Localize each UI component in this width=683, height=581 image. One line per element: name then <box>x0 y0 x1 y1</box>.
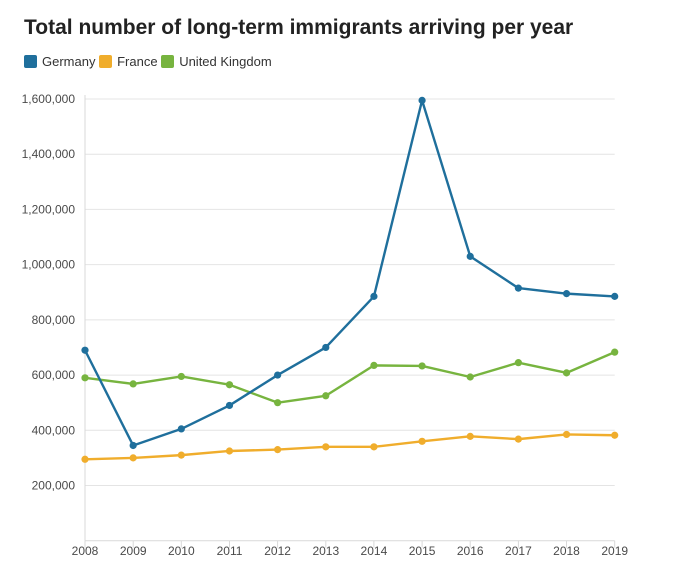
svg-text:400,000: 400,000 <box>32 423 76 437</box>
svg-text:2009: 2009 <box>120 544 147 558</box>
svg-text:200,000: 200,000 <box>32 479 76 493</box>
svg-text:2011: 2011 <box>217 544 243 558</box>
svg-text:2016: 2016 <box>457 544 484 558</box>
svg-text:2019: 2019 <box>601 544 628 558</box>
svg-text:2008: 2008 <box>72 544 99 558</box>
svg-text:1,400,000: 1,400,000 <box>22 147 76 161</box>
svg-text:600,000: 600,000 <box>32 368 76 382</box>
svg-text:1,600,000: 1,600,000 <box>22 92 76 106</box>
svg-text:2015: 2015 <box>409 544 436 558</box>
svg-text:2014: 2014 <box>361 544 388 558</box>
svg-text:2013: 2013 <box>312 544 339 558</box>
svg-text:1,000,000: 1,000,000 <box>22 258 76 272</box>
svg-text:1,200,000: 1,200,000 <box>22 202 76 216</box>
svg-text:2012: 2012 <box>264 544 291 558</box>
svg-text:2017: 2017 <box>505 544 532 558</box>
svg-text:2018: 2018 <box>553 544 580 558</box>
svg-text:2010: 2010 <box>168 544 195 558</box>
svg-text:800,000: 800,000 <box>32 313 76 327</box>
